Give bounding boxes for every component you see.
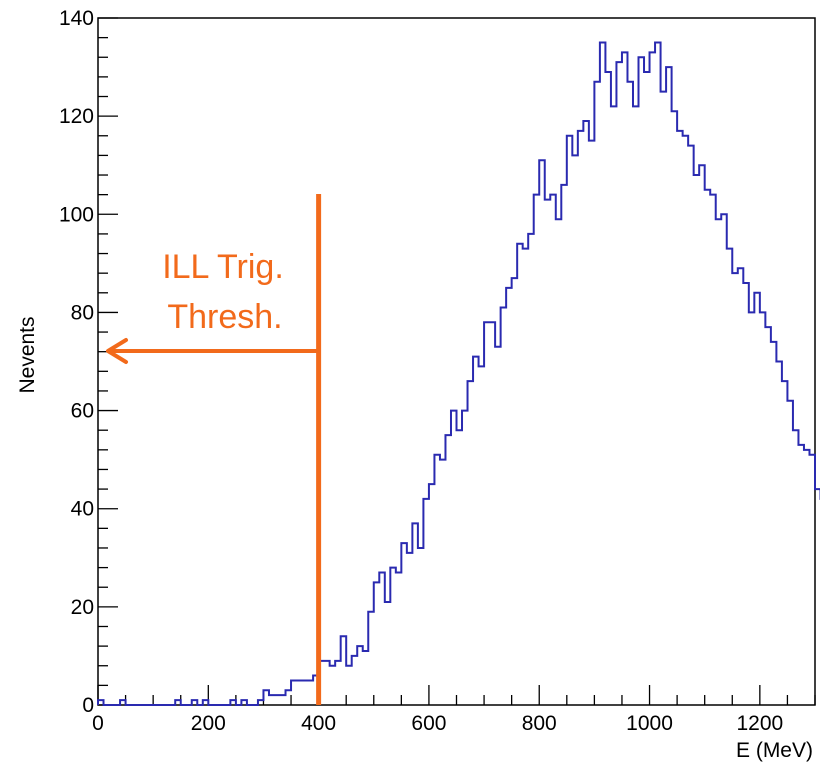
y-tick-label: 20 bbox=[71, 596, 94, 619]
y-tick-label: 100 bbox=[59, 203, 94, 226]
x-tick-label: 1000 bbox=[626, 712, 673, 735]
x-tick-label: 600 bbox=[411, 712, 446, 735]
ticks bbox=[97, 17, 816, 706]
y-tick-label: 120 bbox=[59, 105, 94, 128]
x-axis-label: E (MeV) bbox=[736, 739, 813, 762]
annotation-line-1: ILL Trig. bbox=[162, 248, 284, 286]
y-tick-label: 40 bbox=[71, 498, 94, 521]
x-tick-label: 0 bbox=[92, 712, 104, 735]
x-tick-label: 1200 bbox=[736, 712, 783, 735]
y-axis-label: Nevents bbox=[16, 316, 39, 393]
x-tick-label: 400 bbox=[301, 712, 336, 735]
plot-frame bbox=[97, 17, 816, 706]
y-tick-label: 80 bbox=[71, 301, 94, 324]
annotation-line-2: Thresh. bbox=[167, 298, 282, 336]
tick-labels: 0 200 400 600 800 1000 1200 0 20 40 60 80 100 120 140 bbox=[59, 7, 783, 735]
y-tick-label: 60 bbox=[71, 400, 94, 423]
threshold-annotation: ILL Trig. Thresh. bbox=[106, 194, 322, 705]
threshold-arrow-head bbox=[106, 338, 128, 364]
x-tick-label: 200 bbox=[191, 712, 226, 735]
histogram-series bbox=[97, 41, 820, 706]
axes bbox=[97, 17, 816, 706]
y-tick-label: 0 bbox=[82, 694, 94, 717]
x-tick-label: 800 bbox=[522, 712, 557, 735]
y-tick-label: 140 bbox=[59, 7, 94, 30]
